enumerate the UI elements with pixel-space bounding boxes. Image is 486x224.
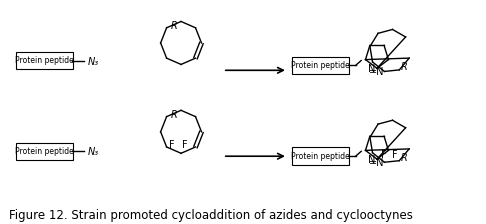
- Text: F: F: [182, 140, 188, 151]
- Text: N: N: [368, 155, 375, 165]
- Text: N₃: N₃: [88, 147, 99, 157]
- FancyBboxPatch shape: [16, 142, 73, 160]
- Text: R: R: [170, 21, 177, 31]
- Text: F: F: [392, 150, 398, 160]
- Text: Protein peptide: Protein peptide: [15, 147, 74, 156]
- Text: =N: =N: [369, 67, 385, 77]
- FancyBboxPatch shape: [292, 57, 349, 74]
- Text: Protein peptide: Protein peptide: [15, 56, 74, 65]
- Text: Protein peptide: Protein peptide: [291, 152, 350, 161]
- FancyBboxPatch shape: [16, 52, 73, 69]
- Text: R: R: [401, 62, 408, 72]
- Text: R: R: [401, 153, 408, 163]
- Text: N₃: N₃: [88, 56, 99, 67]
- Text: =N: =N: [369, 158, 385, 168]
- Text: F: F: [381, 150, 386, 160]
- Text: Figure 12. Strain promoted cycloaddition of azides and cyclooctynes: Figure 12. Strain promoted cycloaddition…: [9, 209, 413, 222]
- Text: Protein peptide: Protein peptide: [291, 61, 350, 70]
- FancyBboxPatch shape: [292, 147, 349, 165]
- Text: F: F: [169, 140, 174, 151]
- Text: R: R: [170, 110, 177, 120]
- Text: N: N: [368, 64, 375, 74]
